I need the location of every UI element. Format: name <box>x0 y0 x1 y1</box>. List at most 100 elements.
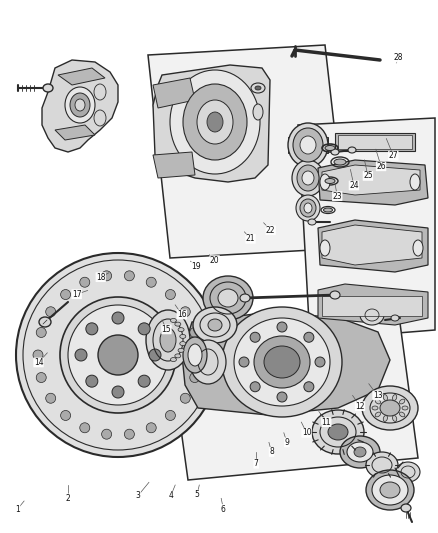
Bar <box>335 133 415 151</box>
Text: 26: 26 <box>376 162 386 171</box>
Ellipse shape <box>180 393 190 403</box>
Ellipse shape <box>402 406 408 410</box>
Ellipse shape <box>312 410 364 454</box>
Text: 1: 1 <box>15 505 20 513</box>
Ellipse shape <box>146 277 156 287</box>
Ellipse shape <box>39 317 51 327</box>
Ellipse shape <box>94 84 106 100</box>
Ellipse shape <box>138 375 150 387</box>
Circle shape <box>304 382 314 392</box>
Ellipse shape <box>197 100 233 144</box>
Ellipse shape <box>297 165 319 191</box>
Ellipse shape <box>304 203 312 213</box>
Text: 20: 20 <box>210 256 219 264</box>
Text: 5: 5 <box>194 490 200 499</box>
Ellipse shape <box>193 307 237 343</box>
Ellipse shape <box>354 447 366 457</box>
Bar <box>322 296 422 316</box>
Circle shape <box>304 332 314 342</box>
Text: 14: 14 <box>34 358 43 367</box>
Ellipse shape <box>146 310 190 370</box>
Ellipse shape <box>124 271 134 281</box>
Polygon shape <box>318 284 428 325</box>
Circle shape <box>277 392 287 402</box>
Text: 3: 3 <box>135 491 141 500</box>
Ellipse shape <box>70 93 90 117</box>
Ellipse shape <box>324 208 332 212</box>
Ellipse shape <box>325 146 335 150</box>
Ellipse shape <box>124 429 134 439</box>
Ellipse shape <box>293 128 323 162</box>
Ellipse shape <box>75 349 87 361</box>
Ellipse shape <box>60 297 176 413</box>
Ellipse shape <box>160 328 176 352</box>
Ellipse shape <box>203 276 253 320</box>
Ellipse shape <box>36 373 46 383</box>
Text: 23: 23 <box>332 192 342 200</box>
Ellipse shape <box>178 328 184 332</box>
Ellipse shape <box>178 349 184 352</box>
Circle shape <box>315 357 325 367</box>
Ellipse shape <box>166 410 175 421</box>
Polygon shape <box>322 165 420 195</box>
Ellipse shape <box>264 346 300 378</box>
Polygon shape <box>288 137 328 153</box>
Ellipse shape <box>80 423 90 433</box>
Ellipse shape <box>410 174 420 190</box>
Ellipse shape <box>366 470 414 510</box>
Ellipse shape <box>360 305 384 325</box>
Text: 13: 13 <box>373 391 382 400</box>
Text: 6: 6 <box>221 505 226 513</box>
Text: 7: 7 <box>254 459 259 468</box>
Ellipse shape <box>372 475 408 505</box>
Ellipse shape <box>65 87 95 123</box>
Ellipse shape <box>308 219 316 225</box>
Ellipse shape <box>392 394 397 400</box>
Polygon shape <box>298 118 435 340</box>
Text: 22: 22 <box>266 226 276 235</box>
Ellipse shape <box>112 312 124 324</box>
Ellipse shape <box>190 327 200 337</box>
Ellipse shape <box>320 174 330 190</box>
Ellipse shape <box>68 305 168 405</box>
Text: 16: 16 <box>177 310 187 319</box>
Ellipse shape <box>325 179 335 183</box>
Ellipse shape <box>253 104 263 120</box>
Ellipse shape <box>46 393 56 403</box>
Ellipse shape <box>80 277 90 287</box>
Ellipse shape <box>16 253 220 457</box>
Ellipse shape <box>383 394 388 400</box>
Ellipse shape <box>255 86 261 90</box>
Ellipse shape <box>399 412 405 417</box>
Ellipse shape <box>300 199 316 217</box>
Ellipse shape <box>180 307 190 317</box>
Text: 18: 18 <box>96 273 106 281</box>
Ellipse shape <box>328 424 348 440</box>
Ellipse shape <box>60 410 71 421</box>
Ellipse shape <box>170 318 177 322</box>
Polygon shape <box>58 68 105 85</box>
Polygon shape <box>55 125 95 140</box>
Circle shape <box>250 332 260 342</box>
Text: 28: 28 <box>394 53 403 62</box>
Ellipse shape <box>347 442 373 462</box>
Text: 25: 25 <box>363 172 373 180</box>
Ellipse shape <box>170 358 177 361</box>
Ellipse shape <box>331 149 339 155</box>
Ellipse shape <box>222 307 342 417</box>
Ellipse shape <box>170 70 260 174</box>
Ellipse shape <box>166 289 175 300</box>
Ellipse shape <box>193 350 203 360</box>
Ellipse shape <box>340 436 380 468</box>
Ellipse shape <box>190 340 226 384</box>
Ellipse shape <box>190 373 200 383</box>
Ellipse shape <box>254 336 310 388</box>
Ellipse shape <box>348 147 356 153</box>
Ellipse shape <box>401 504 411 512</box>
Ellipse shape <box>251 83 265 93</box>
Ellipse shape <box>366 452 398 478</box>
Ellipse shape <box>234 318 330 406</box>
Ellipse shape <box>208 319 222 331</box>
Ellipse shape <box>372 406 378 410</box>
Ellipse shape <box>94 110 106 126</box>
